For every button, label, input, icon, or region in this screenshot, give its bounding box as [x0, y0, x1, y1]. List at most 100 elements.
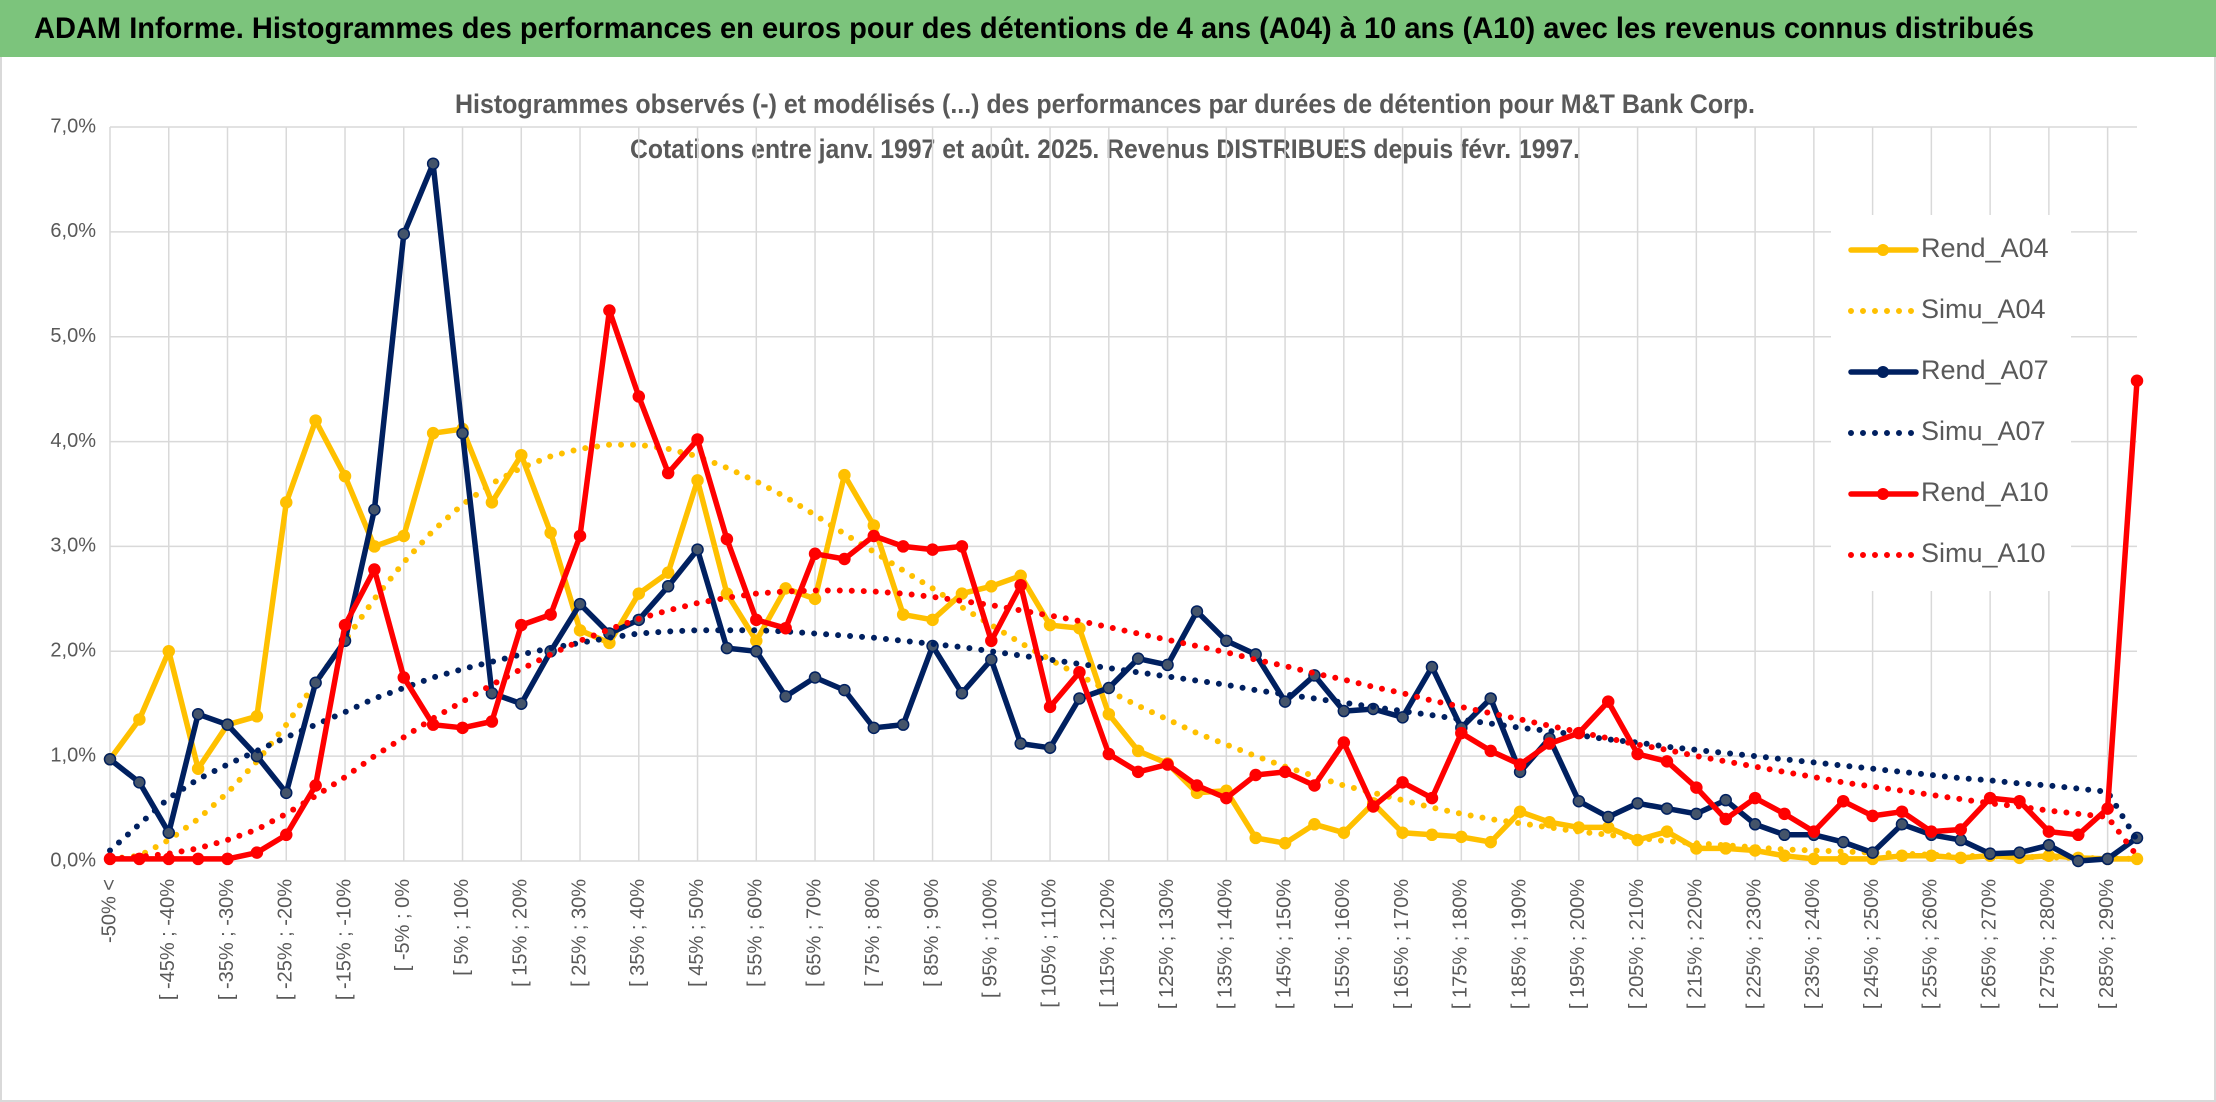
data-point: [250, 846, 264, 859]
data-point: [1073, 666, 1086, 679]
data-point: [691, 543, 704, 556]
x-tick-label: [ -45% ; -40%: [157, 879, 179, 1000]
data-point: [426, 426, 440, 440]
legend-marker: [1877, 244, 1889, 256]
data-point: [1073, 692, 1086, 705]
data-point: [456, 721, 469, 735]
data-point: [1983, 791, 1997, 805]
data-point: [1748, 791, 1762, 805]
model-line: [107, 587, 2140, 862]
observed-line: [107, 160, 2140, 864]
data-point: [1719, 793, 1732, 807]
data-point: [1778, 807, 1791, 821]
data-point: [808, 671, 822, 684]
data-point: [1014, 578, 1027, 592]
x-tick-label: [ 215% ; 220%: [1685, 879, 1707, 1009]
data-point: [1455, 830, 1468, 844]
x-tick-label: [ 115% ; 120%: [1097, 879, 1119, 1008]
legend-label: Simu_A10: [1921, 538, 2046, 568]
data-point: [750, 613, 763, 627]
data-point: [162, 826, 176, 839]
y-tick-label: 3,0%: [50, 535, 96, 557]
x-tick-label: [ 235% ; 240%: [1802, 879, 1824, 1009]
data-point: [573, 529, 587, 543]
data-point: [1131, 744, 1145, 758]
data-point: [1601, 695, 1615, 708]
data-point: [1425, 791, 1439, 805]
y-tick-label: 6,0%: [50, 220, 96, 242]
data-point: [1543, 737, 1556, 750]
data-point: [1836, 852, 1850, 866]
data-point: [1660, 802, 1674, 815]
data-point: [1131, 652, 1145, 665]
data-point: [191, 852, 205, 866]
data-point: [1719, 812, 1732, 826]
data-point: [133, 713, 146, 726]
legend-label: Rend_A07: [1921, 355, 2049, 385]
data-point: [191, 707, 205, 721]
y-tick-label: 2,0%: [50, 640, 96, 662]
data-point: [661, 466, 675, 480]
data-point: [133, 776, 146, 789]
data-point: [573, 597, 587, 611]
data-point: [1543, 815, 1556, 829]
data-point: [1866, 809, 1879, 823]
data-point: [1337, 736, 1351, 749]
model-line: [107, 627, 2140, 854]
x-tick-label: [ 285% ; 290%: [2096, 879, 2118, 1009]
data-point: [750, 634, 763, 648]
data-point: [1249, 831, 1262, 845]
data-point: [1660, 825, 1674, 838]
legend-label: Simu_A07: [1921, 416, 2046, 446]
data-point: [750, 645, 763, 658]
y-tick-label: 5,0%: [50, 325, 96, 347]
chart-title: ADAM Informe. Histogrammes des performan…: [34, 12, 2034, 45]
data-point: [661, 566, 675, 579]
data-point: [368, 563, 381, 576]
data-point: [338, 618, 352, 632]
data-point: [397, 529, 411, 543]
x-tick-label: [ 125% ; 130%: [1156, 879, 1178, 1009]
data-point: [544, 526, 557, 540]
data-point: [955, 587, 969, 600]
data-point: [1337, 704, 1351, 718]
data-point: [280, 786, 293, 800]
data-point: [1778, 849, 1791, 863]
data-point: [1102, 747, 1116, 761]
model-line: [107, 441, 2140, 862]
x-tick-label: [ 65% ; 70%: [803, 879, 825, 987]
data-point: [368, 540, 381, 553]
data-point: [1455, 726, 1468, 740]
data-point: [1014, 737, 1027, 750]
data-point: [808, 592, 822, 606]
data-point: [985, 634, 998, 648]
data-point: [1660, 755, 1674, 768]
data-point: [1836, 835, 1850, 849]
data-point: [1337, 826, 1351, 839]
x-tick-label: [ 135% ; 140%: [1215, 879, 1237, 1009]
data-point: [456, 426, 469, 440]
data-point: [1601, 810, 1615, 824]
data-point: [779, 621, 792, 635]
data-point: [867, 529, 881, 543]
data-point: [103, 753, 117, 766]
data-point: [2101, 802, 2114, 815]
x-tick-label: [ 45% ; 50%: [686, 879, 708, 987]
data-point: [1308, 818, 1321, 831]
data-point: [1043, 618, 1057, 632]
data-point: [1807, 852, 1821, 866]
data-point: [338, 469, 352, 483]
data-point: [2013, 846, 2026, 859]
data-point: [1278, 765, 1292, 779]
data-point: [1983, 847, 1997, 860]
data-point: [1043, 741, 1057, 755]
data-point: [1249, 768, 1262, 782]
data-point: [1895, 818, 1909, 831]
data-point: [691, 433, 704, 446]
data-point: [838, 552, 851, 566]
data-point: [1425, 660, 1439, 674]
data-point: [2130, 852, 2144, 866]
legend-label: Simu_A04: [1921, 294, 2046, 324]
data-point: [397, 227, 411, 241]
data-point: [573, 624, 587, 637]
